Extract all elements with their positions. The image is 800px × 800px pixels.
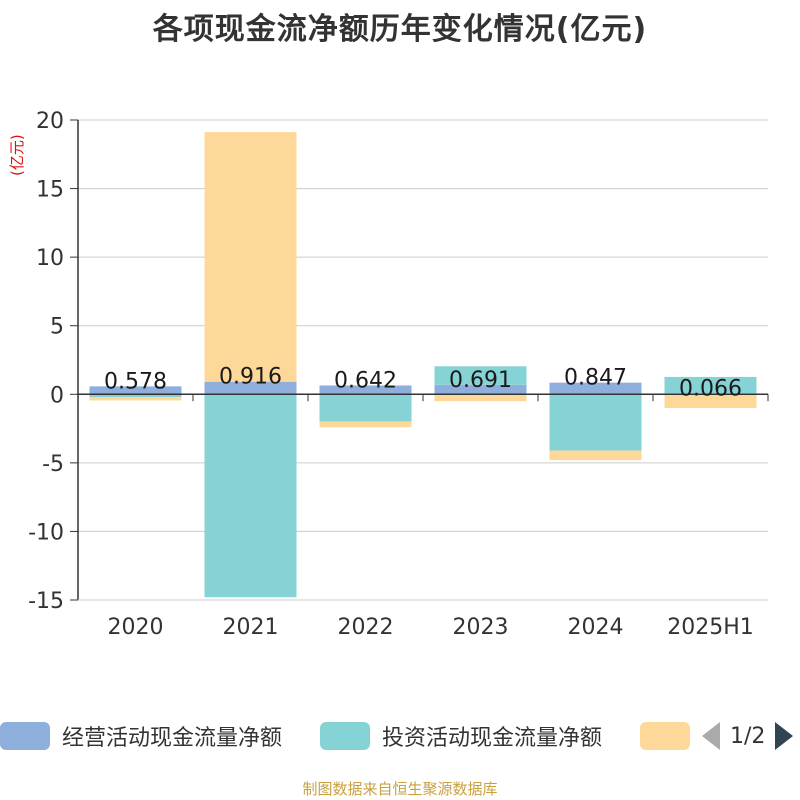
bar-2023-series-2 (434, 394, 527, 402)
bar-2022-series-2 (319, 421, 412, 428)
bar-2020-series-1 (89, 394, 182, 398)
data-source-note: 制图数据来自恒生聚源数据库 (302, 780, 498, 798)
bar-2024-series-2 (549, 450, 642, 461)
bar-2025H1-series-2 (664, 394, 757, 408)
data-label-2020: 0.578 (104, 369, 167, 394)
y-tick-label: 20 (36, 109, 64, 134)
x-category-label: 2020 (108, 615, 164, 640)
bar-2020-series-2 (89, 397, 182, 401)
bar-2021-series-2 (204, 132, 297, 382)
legend-label-investing: 投资活动现金流量净额 (382, 726, 603, 751)
x-category-label: 2024 (568, 615, 624, 640)
x-category-label: 2023 (453, 615, 509, 640)
y-tick-label: 0 (50, 383, 64, 408)
bar-2020-series-0 (89, 386, 182, 395)
legend-label-operating: 经营活动现金流量净额 (62, 726, 283, 751)
data-label-2021: 0.916 (219, 365, 282, 390)
data-label-2025H1: 0.066 (679, 376, 742, 401)
data-label-2023: 0.691 (449, 368, 512, 393)
bar-2023-series-1 (434, 366, 527, 385)
bar-2021-series-0 (204, 381, 297, 395)
legend-prev-page-icon[interactable] (702, 722, 720, 750)
legend-item-operating[interactable]: 经营活动现金流量净额 (0, 716, 282, 756)
y-tick-label: -5 (42, 452, 64, 477)
y-tick-label: 10 (36, 246, 64, 271)
bar-2025H1-series-1 (664, 376, 757, 394)
chart-legend: 经营活动现金流量净额 投资活动现金流量净额 1/2 (0, 716, 800, 756)
x-category-label: 2021 (223, 615, 279, 640)
cash-flow-bar-chart: -15 -10 -5 0 5 10 15 20 0.578 0.916 0.642 0.691 0.84… (28, 109, 769, 640)
data-label-2022: 0.642 (334, 368, 397, 393)
legend-swatch-investing (320, 722, 370, 750)
y-tick-label: 15 (36, 178, 64, 203)
x-category-label: 2022 (338, 615, 394, 640)
legend-swatch-financing (640, 722, 690, 750)
bar-2022-series-0 (319, 385, 412, 395)
x-category-label: 2025H1 (667, 615, 754, 640)
legend-page-indicator: 1/2 (730, 723, 766, 749)
y-tick-label: -15 (28, 589, 64, 614)
legend-swatch-operating (0, 722, 50, 750)
bar-2023-series-0 (434, 384, 527, 395)
y-tick-label: -10 (28, 520, 64, 545)
legend-item-financing[interactable] (640, 716, 690, 756)
data-label-2024: 0.847 (564, 366, 627, 391)
bar-2021-series-1 (204, 394, 297, 598)
bar-2022-series-1 (319, 394, 412, 422)
bar-2024-series-1 (549, 394, 642, 451)
bar-2024-series-0 (549, 382, 642, 395)
chart-title: 各项现金流净额历年变化情况(亿元) (152, 12, 648, 47)
y-tick-label: 5 (50, 315, 64, 340)
legend-next-page-icon[interactable] (775, 722, 794, 750)
legend-pager: 1/2 (702, 716, 794, 756)
legend-item-investing[interactable]: 投资活动现金流量净额 (320, 716, 602, 756)
